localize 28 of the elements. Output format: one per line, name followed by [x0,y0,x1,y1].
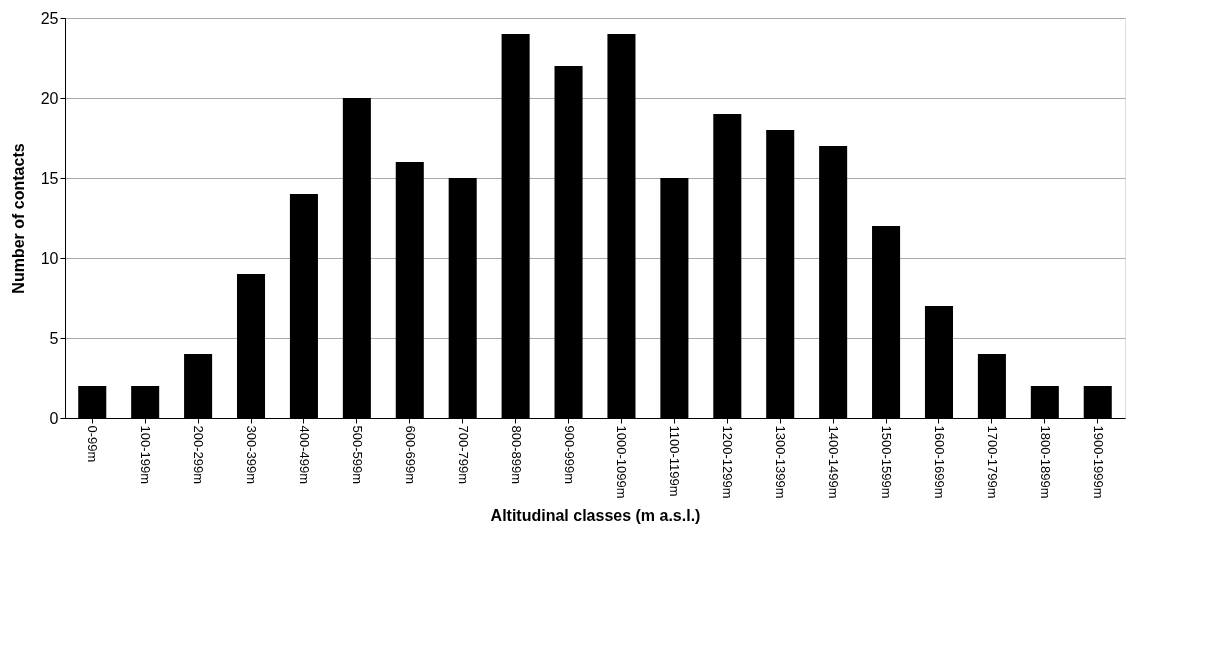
x-tick-label: 300-399m [244,425,260,485]
x-tick-label: 1500-1599m [879,425,895,499]
y-axis-title: Number of contacts [9,143,27,294]
x-tick-label: 1000-1099m [614,425,630,499]
x-tick-label: 1900-1999m [1090,425,1106,499]
y-tick-label: 5 [49,329,59,347]
y-tick-label: 0 [49,409,59,427]
y-tick-label: 10 [40,249,59,267]
x-tick-label: 1100-1199m [667,425,683,497]
x-tick-label: 1400-1499m [826,425,842,499]
x-tick-label: 1800-1899m [1037,425,1053,499]
x-tick-label: 700-799m [455,425,471,485]
y-tick-label: 15 [40,169,59,187]
x-tick-label: 1700-1799m [984,425,1000,499]
x-tick-label: 100-199m [138,425,154,485]
y-tick-label: 25 [40,9,59,27]
x-tick-label: 800-899m [508,425,524,485]
x-tick-label: 1300-1399m [773,425,789,499]
x-tick-label: 0-99m [85,425,101,463]
y-tick-label: 20 [40,89,59,107]
x-tick-label: 200-299m [191,425,207,485]
x-tick-label: 1600-1699m [931,425,947,499]
x-axis-title: Altitudinal classes (m a.s.l.) [490,507,701,525]
x-tick-label: 600-699m [402,425,418,485]
x-tick-label: 500-599m [349,425,365,485]
x-tick-label: 400-499m [296,425,312,485]
x-tick-label: 900-999m [561,425,577,485]
x-tick-label: 1200-1299m [720,425,736,499]
